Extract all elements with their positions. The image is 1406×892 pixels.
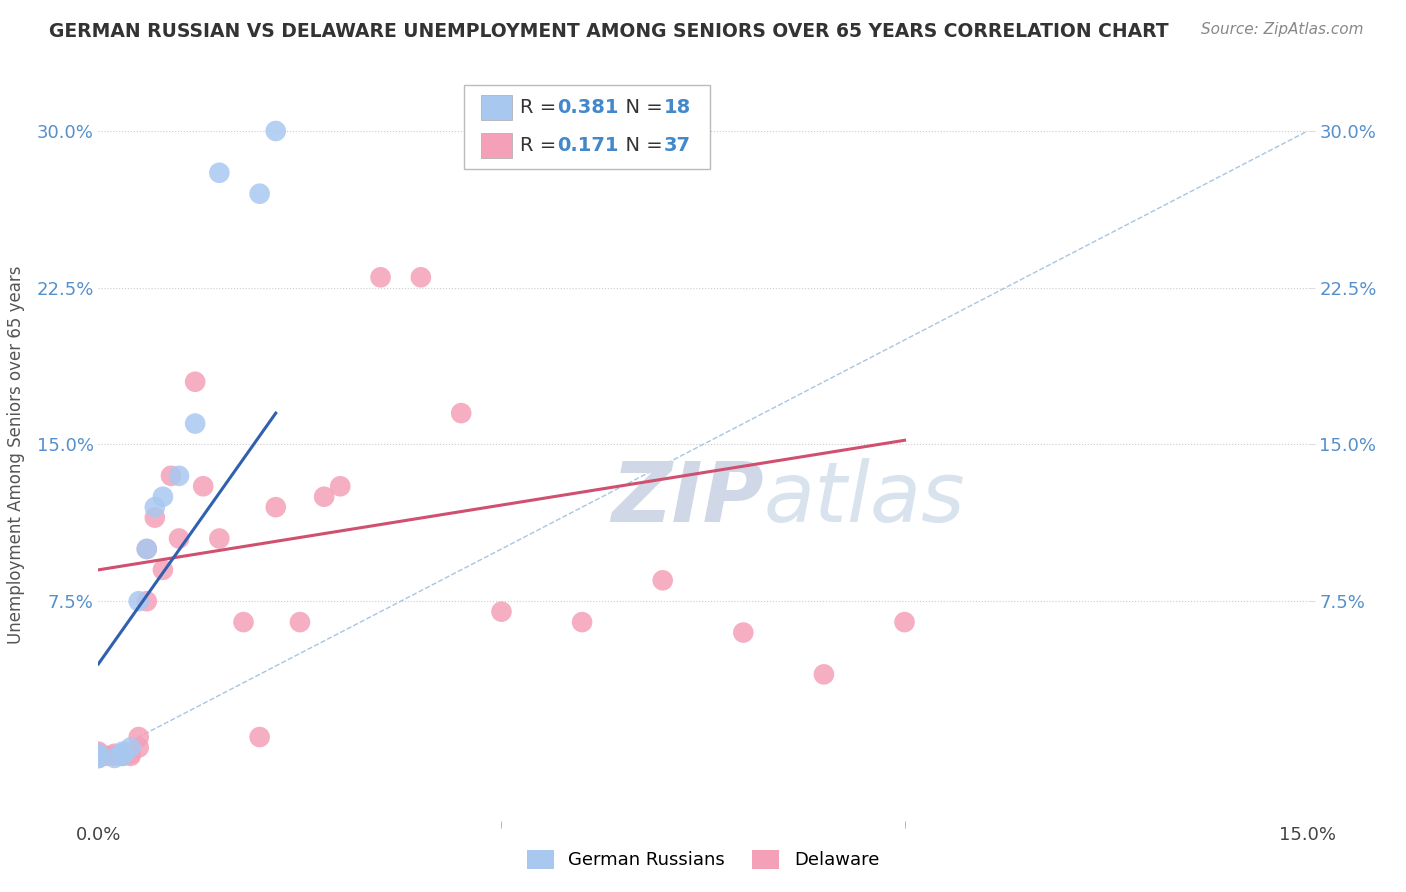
Point bbox=[87, 748, 110, 763]
Point bbox=[87, 748, 110, 763]
Point bbox=[314, 490, 336, 504]
Text: Source: ZipAtlas.com: Source: ZipAtlas.com bbox=[1201, 22, 1364, 37]
Point bbox=[249, 186, 271, 201]
Point bbox=[264, 124, 287, 138]
Point bbox=[167, 532, 190, 546]
Point bbox=[288, 615, 311, 629]
Legend: German Russians, Delaware: German Russians, Delaware bbox=[517, 841, 889, 879]
Point bbox=[152, 490, 174, 504]
Text: N =: N = bbox=[613, 97, 669, 117]
Point bbox=[87, 751, 110, 765]
Point bbox=[135, 594, 157, 608]
Text: R =: R = bbox=[520, 136, 562, 155]
Point bbox=[571, 615, 593, 629]
Point bbox=[120, 740, 142, 755]
Point bbox=[152, 563, 174, 577]
Point bbox=[87, 751, 110, 765]
Text: 18: 18 bbox=[664, 97, 690, 117]
Point bbox=[87, 751, 110, 765]
Text: R =: R = bbox=[520, 97, 562, 117]
Point bbox=[160, 468, 183, 483]
Text: 37: 37 bbox=[664, 136, 690, 155]
Point bbox=[813, 667, 835, 681]
Point bbox=[208, 532, 231, 546]
Point bbox=[111, 747, 134, 761]
Point bbox=[370, 270, 392, 285]
Point bbox=[264, 500, 287, 515]
Point bbox=[96, 748, 118, 763]
Point bbox=[651, 574, 673, 588]
Point bbox=[111, 748, 134, 763]
Point bbox=[167, 468, 190, 483]
Point bbox=[111, 747, 134, 761]
Point bbox=[120, 747, 142, 761]
Point bbox=[87, 745, 110, 759]
Point bbox=[87, 747, 110, 761]
Point bbox=[111, 748, 134, 763]
Point bbox=[128, 740, 150, 755]
Point bbox=[232, 615, 254, 629]
Point bbox=[184, 417, 207, 431]
Text: atlas: atlas bbox=[763, 458, 965, 540]
Point bbox=[184, 375, 207, 389]
Point bbox=[128, 730, 150, 744]
Point bbox=[87, 747, 110, 761]
Point bbox=[450, 406, 472, 420]
Point bbox=[733, 625, 755, 640]
Point bbox=[329, 479, 352, 493]
Y-axis label: Unemployment Among Seniors over 65 years: Unemployment Among Seniors over 65 years bbox=[7, 266, 25, 644]
Point bbox=[193, 479, 215, 493]
Point bbox=[103, 747, 125, 761]
Point bbox=[120, 748, 142, 763]
Point bbox=[143, 500, 166, 515]
Text: 0.381: 0.381 bbox=[557, 97, 619, 117]
Text: ZIP: ZIP bbox=[610, 458, 763, 540]
Point bbox=[143, 510, 166, 524]
Point bbox=[491, 605, 513, 619]
Point bbox=[103, 751, 125, 765]
Point bbox=[128, 594, 150, 608]
Point bbox=[893, 615, 915, 629]
Point bbox=[103, 748, 125, 763]
Point bbox=[409, 270, 432, 285]
Text: GERMAN RUSSIAN VS DELAWARE UNEMPLOYMENT AMONG SENIORS OVER 65 YEARS CORRELATION : GERMAN RUSSIAN VS DELAWARE UNEMPLOYMENT … bbox=[49, 22, 1168, 41]
Point bbox=[135, 541, 157, 556]
Text: N =: N = bbox=[613, 136, 669, 155]
Point bbox=[111, 745, 134, 759]
Point bbox=[208, 166, 231, 180]
Text: 0.171: 0.171 bbox=[557, 136, 619, 155]
Point bbox=[249, 730, 271, 744]
Point bbox=[135, 541, 157, 556]
